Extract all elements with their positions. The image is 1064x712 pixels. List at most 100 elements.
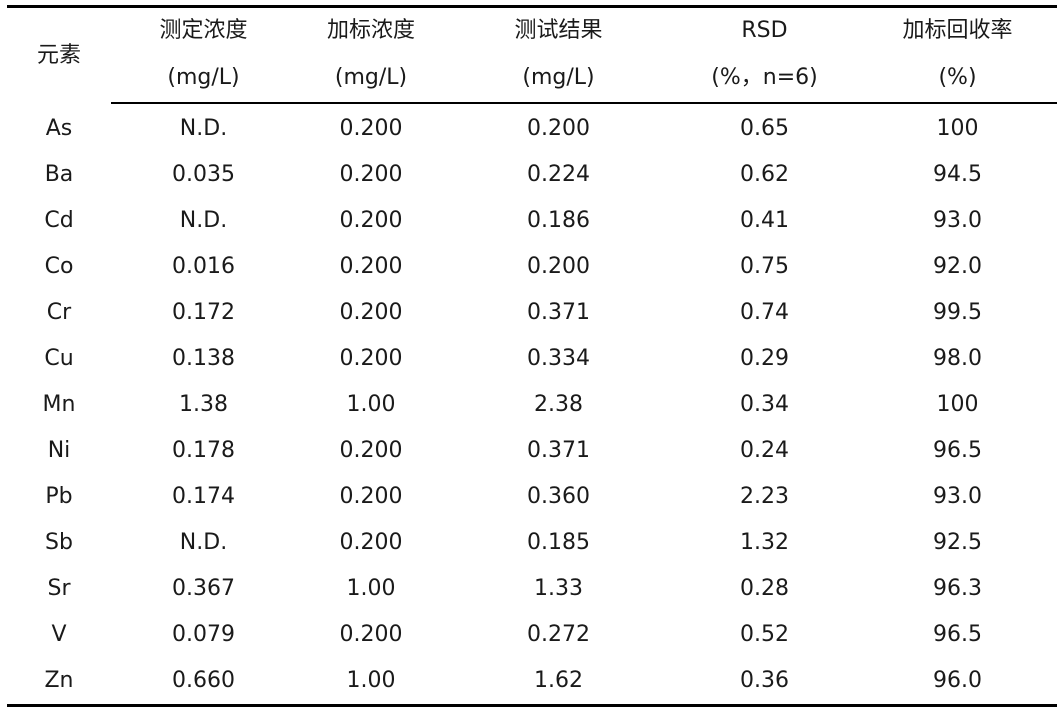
cell-measured-conc: N.D.	[179, 208, 228, 233]
cell-rsd: 2.23	[740, 484, 789, 509]
cell-test-result: 1.33	[534, 576, 583, 601]
cell-measured-conc: 0.174	[172, 484, 235, 509]
table-row: Co 0.016 0.200 0.200 0.75 92.0	[7, 244, 1057, 290]
cell-recovery: 93.0	[933, 208, 982, 233]
cell-spike-conc: 0.200	[339, 116, 403, 141]
cell-rsd: 0.41	[740, 208, 789, 233]
cell-recovery: 96.5	[933, 622, 982, 647]
cell-test-result: 0.272	[527, 622, 590, 647]
cell-test-result: 0.360	[527, 484, 590, 509]
table-row: Cu 0.138 0.200 0.334 0.29 98.0	[7, 336, 1057, 382]
cell-rsd: 0.36	[740, 668, 789, 693]
cell-recovery: 92.5	[933, 530, 982, 555]
cell-recovery: 99.5	[933, 300, 982, 325]
cell-element: V	[51, 622, 67, 647]
cell-test-result: 0.200	[527, 116, 590, 141]
cell-element: As	[45, 115, 73, 141]
header-element: 元素	[36, 42, 81, 68]
cell-spike-conc: 0.200	[339, 484, 403, 509]
cell-rsd: 0.75	[740, 254, 789, 279]
cell-rsd: 1.32	[740, 530, 789, 555]
header-recovery-unit: (%)	[858, 54, 1057, 104]
cell-measured-conc: 0.660	[172, 668, 235, 693]
cell-recovery: 100	[936, 116, 979, 141]
cell-test-result: 1.62	[534, 668, 583, 693]
cell-spike-conc: 0.200	[339, 208, 403, 233]
cell-element: Sb	[45, 530, 73, 555]
cell-spike-conc: 0.200	[339, 162, 403, 187]
cell-spike-conc: 1.00	[346, 576, 396, 601]
cell-spike-conc: 0.200	[339, 530, 403, 555]
cell-measured-conc: 0.178	[172, 438, 235, 463]
cell-test-result: 0.371	[527, 438, 590, 463]
cell-test-result: 0.200	[527, 254, 590, 279]
table-body: As N.D. 0.200 0.200 0.65 100 Ba 0.035 0.200 0.224…	[7, 103, 1057, 706]
cell-measured-conc: 0.138	[172, 346, 235, 371]
table-row: Cr 0.172 0.200 0.371 0.74 99.5	[7, 290, 1057, 336]
table-row: Sb N.D. 0.200 0.185 1.32 92.5	[7, 520, 1057, 566]
table-row: V 0.079 0.200 0.272 0.52 96.5	[7, 612, 1057, 658]
cell-measured-conc: 0.016	[172, 254, 235, 279]
cell-rsd: 0.29	[740, 346, 789, 371]
cell-test-result: 2.38	[534, 392, 583, 417]
header-rsd: RSD	[741, 18, 788, 43]
cell-measured-conc: 0.079	[172, 622, 235, 647]
table-row: Pb 0.174 0.200 0.360 2.23 93.0	[7, 474, 1057, 520]
header-measured-conc-unit: (mg/L)	[111, 54, 296, 104]
cell-measured-conc: 0.172	[172, 300, 235, 325]
table-row: As N.D. 0.200 0.200 0.65 100	[7, 103, 1057, 152]
header-recovery: 加标回收率	[902, 18, 1013, 43]
table-header: 元素 测定浓度 加标浓度 测试结果 RSD 加标回收率 (mg/L) (mg/L…	[7, 7, 1057, 104]
cell-spike-conc: 1.00	[346, 668, 396, 693]
cell-element: Sr	[47, 576, 71, 601]
cell-measured-conc: 0.035	[172, 162, 235, 187]
cell-recovery: 94.5	[933, 162, 982, 187]
cell-spike-conc: 0.200	[339, 438, 403, 463]
cell-measured-conc: N.D.	[179, 530, 228, 555]
cell-spike-conc: 0.200	[339, 254, 403, 279]
table-row: Mn 1.38 1.00 2.38 0.34 100	[7, 382, 1057, 428]
cell-element: Cu	[44, 346, 74, 371]
cell-element: Ni	[47, 438, 71, 463]
cell-element: Cr	[46, 300, 72, 325]
cell-test-result: 0.224	[527, 162, 590, 187]
cell-test-result: 0.371	[527, 300, 590, 325]
cell-recovery: 100	[936, 392, 979, 417]
cell-recovery: 98.0	[933, 346, 982, 371]
cell-rsd: 0.65	[740, 116, 789, 141]
table-row: Zn 0.660 1.00 1.62 0.36 96.0	[7, 658, 1057, 706]
cell-measured-conc: 0.367	[172, 576, 235, 601]
cell-rsd: 0.34	[740, 392, 789, 417]
cell-recovery: 96.0	[933, 668, 982, 693]
header-measured-conc: 测定浓度	[159, 18, 248, 43]
recovery-table: 元素 测定浓度 加标浓度 测试结果 RSD 加标回收率 (mg/L) (mg/L…	[7, 5, 1057, 707]
cell-rsd: 0.62	[740, 162, 789, 187]
header-spike-conc: 加标浓度	[326, 18, 415, 43]
cell-test-result: 0.186	[527, 208, 590, 233]
cell-rsd: 0.74	[740, 300, 789, 325]
cell-rsd: 0.28	[740, 576, 789, 601]
header-test-result: 测试结果	[514, 18, 603, 43]
header-test-result-unit: (mg/L)	[446, 54, 671, 104]
cell-spike-conc: 1.00	[346, 392, 396, 417]
cell-recovery: 92.0	[933, 254, 982, 279]
cell-spike-conc: 0.200	[339, 300, 403, 325]
cell-measured-conc: N.D.	[179, 116, 228, 141]
cell-spike-conc: 0.200	[339, 622, 403, 647]
table-row: Ba 0.035 0.200 0.224 0.62 94.5	[7, 152, 1057, 198]
cell-spike-conc: 0.200	[339, 346, 403, 371]
header-spike-conc-unit: (mg/L)	[296, 54, 446, 104]
cell-element: Pb	[45, 484, 73, 509]
cell-recovery: 96.5	[933, 438, 982, 463]
cell-rsd: 0.52	[740, 622, 789, 647]
cell-rsd: 0.24	[740, 438, 789, 463]
cell-element: Zn	[44, 668, 74, 693]
cell-recovery: 93.0	[933, 484, 982, 509]
table-row: Cd N.D. 0.200 0.186 0.41 93.0	[7, 198, 1057, 244]
header-rsd-unit: (%，n=6)	[671, 54, 858, 104]
cell-recovery: 96.3	[933, 576, 982, 601]
cell-element: Mn	[42, 392, 76, 417]
cell-element: Co	[44, 254, 74, 279]
cell-measured-conc: 1.38	[179, 392, 228, 417]
table-row: Sr 0.367 1.00 1.33 0.28 96.3	[7, 566, 1057, 612]
